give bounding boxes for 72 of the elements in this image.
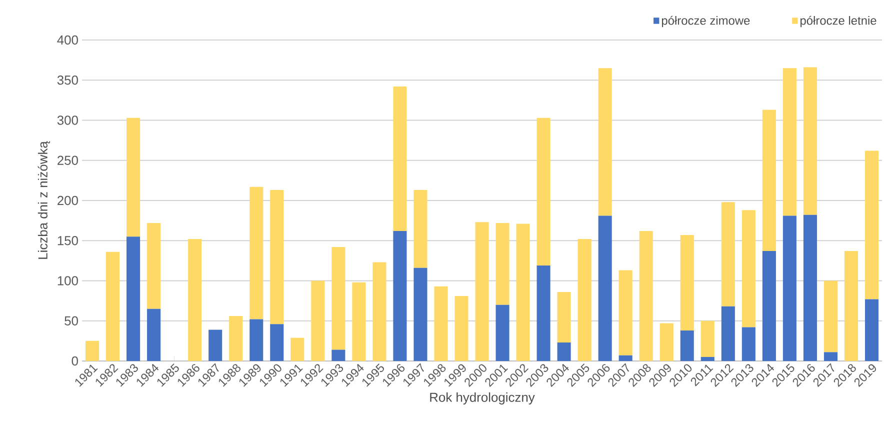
bar [311,280,325,361]
bar [536,265,550,361]
bar [721,202,735,306]
bar [454,296,468,361]
bar [782,68,796,216]
bar [208,330,222,361]
bar [332,350,346,361]
bar [393,230,407,361]
bar [270,324,284,361]
bar [618,270,632,356]
bar [864,150,879,300]
y-tick-label: 300 [57,116,78,125]
bar [639,230,653,361]
bar [188,239,202,361]
bar [475,222,489,361]
bar [803,214,817,361]
bar [126,236,140,361]
bar [598,68,612,216]
y-tick-label: 100 [58,276,78,286]
bar [618,355,632,361]
bar [414,190,428,268]
bar [147,222,161,309]
bar [721,306,735,361]
bar [414,268,428,361]
x-axis-title: Rok hydrologiczny [430,392,535,404]
bar [352,282,366,361]
bar [290,338,304,361]
bar [660,323,674,361]
y-axis-title: Liczba dni z niżówką [38,141,50,259]
bar [680,330,694,361]
bar [762,110,776,252]
bar [700,320,714,357]
bar [147,308,161,361]
bar [536,118,550,266]
bar [824,280,838,352]
y-tick-label: 400 [57,35,78,45]
bar [516,224,530,361]
bar [85,340,100,361]
bar [126,118,140,237]
legend-label: półrocze letnie [800,16,876,28]
bar [864,299,879,361]
bar [270,190,284,324]
bar [742,327,756,361]
bar [680,234,694,330]
y-tick-label: 50 [64,316,78,326]
bar [229,316,243,361]
bar [250,319,264,361]
bar [844,251,858,361]
bar [106,252,120,361]
bar [803,67,817,215]
y-tick-label: 200 [58,196,78,206]
bar [332,247,346,350]
bar [496,222,510,305]
bar [762,251,776,361]
bar [557,292,571,343]
bar [598,216,612,361]
y-tick-label: 150 [58,236,78,246]
bar [372,262,386,361]
bar [578,239,592,361]
bar [250,186,264,320]
bar [700,356,714,361]
bar [496,304,510,361]
bar [742,210,756,328]
y-tick-label: 0 [72,356,78,366]
y-tick-label: 250 [58,156,78,165]
bar [434,286,448,361]
bar [393,86,407,231]
bar [557,342,571,361]
bar [824,352,838,361]
legend-label: półrocze zimowe [662,16,750,28]
bar [782,216,796,361]
y-tick-label: 350 [57,76,78,85]
